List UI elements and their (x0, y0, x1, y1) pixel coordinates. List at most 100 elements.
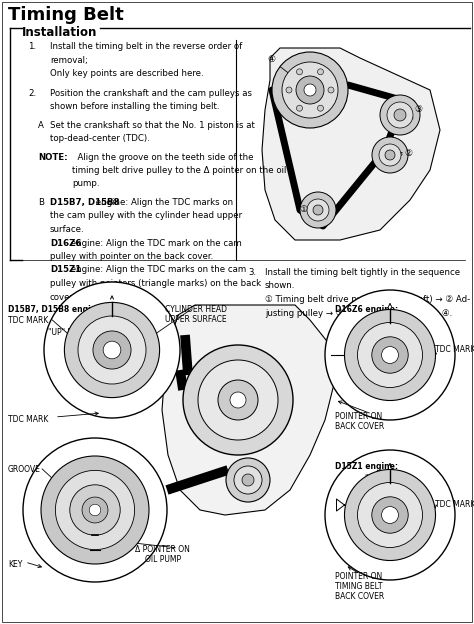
Circle shape (382, 507, 399, 524)
Circle shape (304, 84, 316, 96)
Text: BACK COVER: BACK COVER (335, 592, 384, 601)
Circle shape (318, 69, 323, 75)
Text: TDC MARK: TDC MARK (8, 316, 48, 325)
Text: Position the crankshaft and the cam pulleys as: Position the crankshaft and the cam pull… (50, 89, 252, 97)
Text: Installation: Installation (22, 26, 97, 39)
Text: pulley with pointers (triangle marks) on the back: pulley with pointers (triangle marks) on… (50, 279, 261, 288)
Circle shape (325, 450, 455, 580)
Circle shape (345, 310, 436, 401)
Circle shape (242, 474, 254, 486)
Text: engine: Align the TDC mark on the cam: engine: Align the TDC mark on the cam (68, 238, 242, 248)
Circle shape (300, 192, 336, 228)
Circle shape (394, 109, 406, 121)
Text: D16Z6 engine:: D16Z6 engine: (335, 305, 398, 314)
Text: KEY: KEY (8, 560, 22, 569)
Circle shape (89, 504, 101, 516)
Text: TDC MARK: TDC MARK (8, 415, 48, 424)
Circle shape (55, 470, 135, 550)
Text: A: A (38, 120, 44, 130)
Circle shape (82, 497, 108, 523)
Text: shown.: shown. (265, 281, 295, 291)
Text: Only key points are described here.: Only key points are described here. (50, 69, 204, 78)
Text: Install the timing belt tightly in the sequence: Install the timing belt tightly in the s… (265, 268, 460, 277)
Circle shape (387, 102, 413, 128)
Text: ①: ① (299, 205, 307, 215)
Circle shape (372, 137, 408, 173)
Circle shape (286, 87, 292, 93)
Circle shape (103, 341, 121, 359)
Text: "UP" MARK: "UP" MARK (365, 316, 407, 325)
Text: justing pulley → ③ Water pump pulley ... ④.: justing pulley → ③ Water pump pulley ...… (265, 308, 452, 318)
Text: Set the crankshaft so that the No. 1 piston is at: Set the crankshaft so that the No. 1 pis… (50, 120, 255, 130)
Circle shape (234, 466, 262, 494)
Text: POINTER ON: POINTER ON (335, 412, 382, 421)
Text: pump.: pump. (72, 180, 100, 188)
Circle shape (313, 205, 323, 215)
Circle shape (382, 346, 399, 363)
Circle shape (226, 458, 270, 502)
Text: Timing Belt: Timing Belt (8, 6, 124, 24)
Circle shape (272, 52, 348, 128)
Text: D16Z6: D16Z6 (50, 238, 82, 248)
Text: CYLINDER HEAD: CYLINDER HEAD (165, 305, 227, 314)
Circle shape (78, 316, 146, 384)
Text: POINTER ON: POINTER ON (335, 572, 382, 581)
Circle shape (70, 485, 120, 535)
Circle shape (230, 392, 246, 408)
Text: ④: ④ (267, 56, 275, 64)
Text: D15B7, D15B8: D15B7, D15B8 (50, 198, 119, 207)
Circle shape (218, 380, 258, 420)
Text: shown before installing the timing belt.: shown before installing the timing belt. (50, 102, 219, 111)
Circle shape (325, 290, 455, 420)
Text: ③: ③ (414, 105, 422, 114)
Text: removal;: removal; (50, 56, 88, 64)
Polygon shape (162, 305, 335, 515)
Circle shape (64, 303, 160, 397)
Text: TDC MARK: TDC MARK (435, 345, 474, 354)
Circle shape (93, 331, 131, 369)
Text: 2.: 2. (28, 89, 36, 97)
Circle shape (318, 105, 323, 111)
Text: the cam pulley with the cylinder head upper: the cam pulley with the cylinder head up… (50, 212, 242, 220)
Circle shape (328, 87, 334, 93)
Text: 1.: 1. (28, 42, 36, 51)
Text: top-dead-center (TDC).: top-dead-center (TDC). (50, 134, 150, 143)
Circle shape (357, 482, 422, 547)
Text: UPPER SURFACE: UPPER SURFACE (165, 315, 227, 324)
Text: Δ POINTER ON: Δ POINTER ON (135, 545, 190, 554)
Text: TIMING BELT: TIMING BELT (335, 582, 383, 591)
Circle shape (385, 150, 395, 160)
Text: D15B7, D15B8 engine:: D15B7, D15B8 engine: (8, 305, 105, 314)
Text: TDC MARK: TDC MARK (435, 500, 474, 509)
Circle shape (282, 62, 338, 118)
Text: surface.: surface. (50, 225, 85, 234)
Text: pulley with pointer on the back cover.: pulley with pointer on the back cover. (50, 252, 213, 261)
Polygon shape (262, 48, 440, 240)
Text: GROOVE: GROOVE (8, 465, 41, 474)
Circle shape (23, 438, 167, 582)
Text: timing belt drive pulley to the Δ pointer on the oil: timing belt drive pulley to the Δ pointe… (72, 166, 286, 175)
Circle shape (380, 95, 420, 135)
Circle shape (183, 345, 293, 455)
Text: OIL PUMP: OIL PUMP (145, 555, 181, 564)
Text: B: B (38, 198, 44, 207)
Text: D15Z1: D15Z1 (50, 265, 81, 275)
Text: BACK COVER: BACK COVER (335, 422, 384, 431)
Text: Install the timing belt in the reverse order of: Install the timing belt in the reverse o… (50, 42, 242, 51)
Text: D15Z1 engine:: D15Z1 engine: (335, 462, 398, 471)
Circle shape (379, 144, 401, 166)
Circle shape (372, 337, 408, 373)
Text: NOTE:: NOTE: (38, 152, 68, 162)
Text: ②: ② (404, 149, 412, 157)
Circle shape (345, 469, 436, 560)
Circle shape (41, 456, 149, 564)
Text: Align the groove on the teeth side of the: Align the groove on the teeth side of th… (72, 152, 254, 162)
Circle shape (307, 199, 329, 221)
Text: engine: Align the TDC marks on the cam: engine: Align the TDC marks on the cam (68, 265, 246, 275)
Text: engine: Align the TDC marks on: engine: Align the TDC marks on (93, 198, 233, 207)
Circle shape (296, 76, 324, 104)
Circle shape (198, 360, 278, 440)
Text: "UP" MARK: "UP" MARK (48, 328, 90, 337)
Text: 3.: 3. (248, 268, 256, 277)
Circle shape (297, 105, 302, 111)
